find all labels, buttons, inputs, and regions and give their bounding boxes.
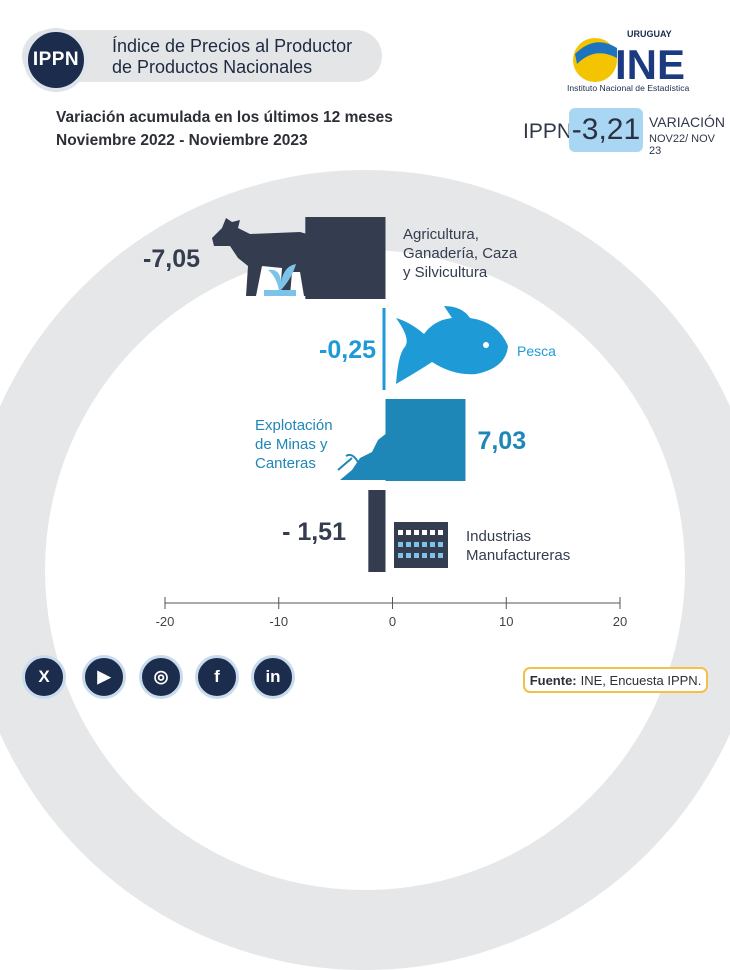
category-label: Manufactureras [466,547,570,564]
bar [305,217,386,299]
factory-icon [394,522,448,568]
bar-chart: -20 -10 0 10 20 -7,05 Agricultura, Ganadería, C… [143,217,627,629]
bar [382,308,386,390]
variation-period: NOV22/ NOV 23 [649,133,716,157]
youtube-glyph: ▶ [97,667,111,686]
ippn-badge: IPPN [24,28,88,92]
bar-value-label: -7,05 [143,245,200,273]
category-label: Industrias [466,528,531,545]
cow-icon [212,218,314,296]
rock-icon [340,432,392,480]
bar [385,399,466,481]
category-label: y Silvicultura [403,264,488,281]
logo-caption: Instituto Nacional de Estadística [567,83,690,93]
ine-logo: URUGUAY INE Instituto Nacional de Estadí… [567,29,690,93]
youtube-icon[interactable]: ▶ [82,655,126,699]
linkedin-glyph: in [265,667,281,686]
chart-subtitle: Variación acumulada en los últimos 12 me… [56,106,393,152]
bar-value-label: 7,03 [477,427,526,455]
subtitle-line-2: Noviembre 2022 - Noviembre 2023 [56,132,308,149]
source-label: Fuente: [529,672,577,688]
ippn-summary-label: IPPN [523,120,573,143]
pickaxe-icon [337,453,359,471]
bar [368,490,386,572]
x-glyph: X [38,667,50,686]
fish-icon [396,306,508,384]
logo-letters: INE [615,41,685,88]
x-tick-label: 10 [499,614,513,629]
linkedin-icon[interactable]: in [251,655,295,699]
x-icon[interactable]: X [22,655,66,699]
bar-value-label: -0,25 [319,336,376,364]
category-label: Explotación [255,417,333,434]
ippn-badge-text: IPPN [32,49,80,70]
x-tick-label: -10 [269,614,288,629]
category-label: de Minas y [255,436,328,453]
variation-label: VARIACIÓN [649,114,725,130]
facebook-glyph: f [214,667,220,686]
x-tick-label: 20 [613,614,627,629]
ippn-summary-value: -3,21 [569,108,643,152]
category-label: Ganadería, Caza [403,245,518,262]
source-note: Fuente: INE, Encuesta IPPN. [523,667,708,693]
category-label: Canteras [255,455,316,472]
x-tick-label: -20 [156,614,175,629]
instagram-icon[interactable]: ◎ [139,655,183,699]
title-line-2: de Productos Nacionales [112,57,313,77]
category-label: Agricultura, [403,226,479,243]
logo-top-text: URUGUAY [627,29,672,39]
subtitle-line-1: Variación acumulada en los últimos 12 me… [56,109,393,126]
page-title: Índice de Precios al Productor de Produc… [112,36,352,78]
instagram-glyph: ◎ [153,667,169,686]
source-text: INE, Encuesta IPPN. [580,672,702,688]
x-tick-label: 0 [389,614,396,629]
bar-value-label: - 1,51 [282,518,346,546]
plant-icon [264,264,296,296]
category-label: Pesca [517,343,556,359]
title-line-1: Índice de Precios al Productor [112,36,353,56]
facebook-icon[interactable]: f [195,655,239,699]
logo-swoosh-shape [575,42,617,64]
